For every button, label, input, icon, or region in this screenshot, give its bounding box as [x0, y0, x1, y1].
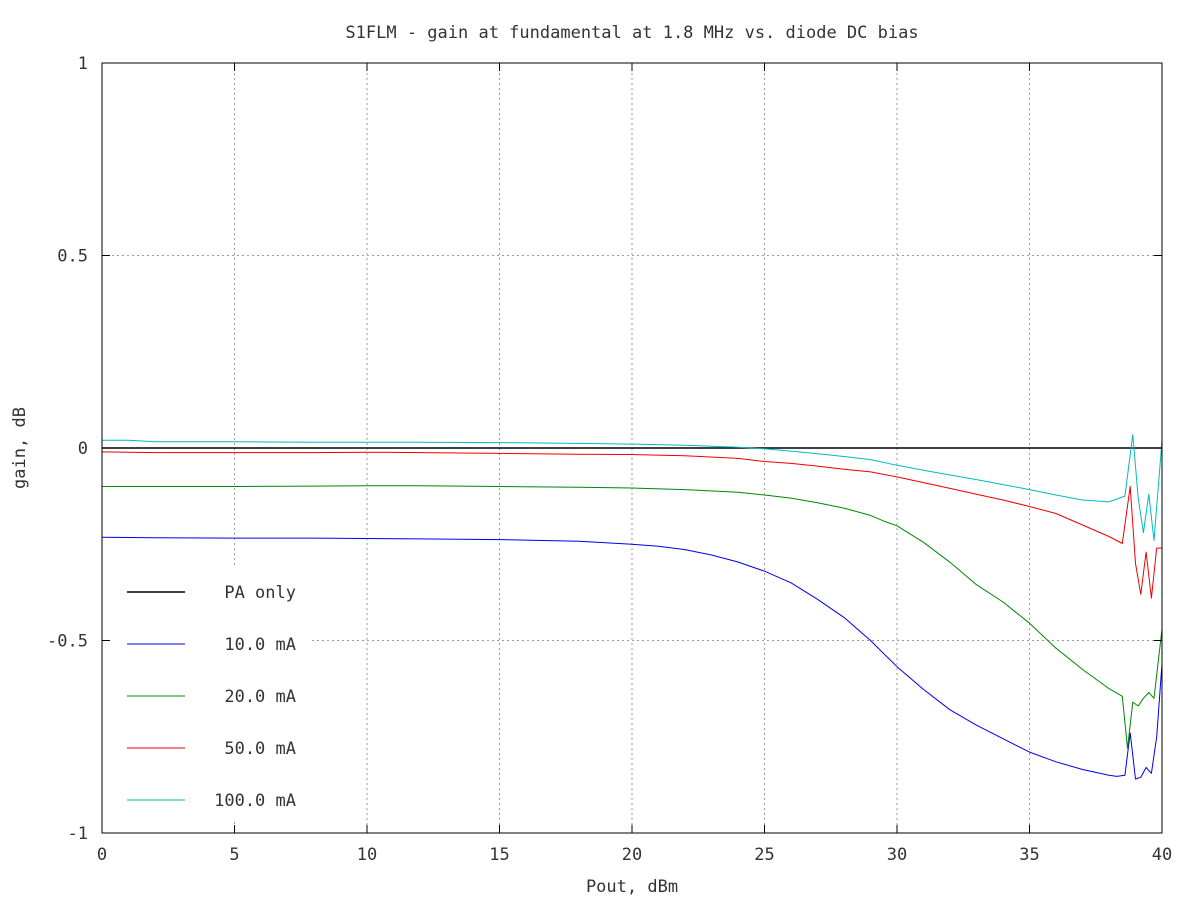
- x-tick-label: 0: [97, 845, 107, 865]
- legend-label-4: 100.0 mA: [214, 791, 296, 811]
- legend-label-3: 50.0 mA: [224, 739, 296, 759]
- x-tick-label: 10: [357, 845, 377, 865]
- x-axis-label: Pout, dBm: [586, 877, 678, 897]
- chart-title: S1FLM - gain at fundamental at 1.8 MHz v…: [345, 23, 918, 43]
- axis-ticks: 0 5 10 15 20 25 30 35 40 1 0.5 0 -0.5 -1: [47, 54, 1172, 865]
- x-tick-label: 30: [887, 845, 907, 865]
- y-tick-label: -1: [68, 824, 88, 844]
- x-tick-label: 35: [1019, 845, 1039, 865]
- y-tick-label: 0: [78, 439, 88, 459]
- series-line-3: [101, 451, 1162, 599]
- x-tick-label: 15: [489, 845, 509, 865]
- series-line-1: [101, 536, 1163, 780]
- legend-label-2: 20.0 mA: [224, 687, 296, 707]
- y-tick-label: 1: [78, 54, 88, 74]
- y-axis-label: gain, dB: [10, 407, 30, 489]
- x-tick-label: 40: [1152, 845, 1172, 865]
- y-tick-label: 0.5: [57, 247, 88, 267]
- x-tick-label: 20: [622, 845, 642, 865]
- legend-label-0: PA only: [224, 583, 296, 603]
- x-tick-label: 5: [229, 845, 239, 865]
- x-tick-label: 25: [754, 845, 774, 865]
- legend: PA only 10.0 mA 20.0 mA 50.0 mA 100.0 mA: [127, 583, 296, 811]
- series-line-4: [102, 434, 1163, 541]
- series-line-2: [102, 485, 1163, 749]
- plot-series: [101, 434, 1163, 780]
- y-tick-label: -0.5: [47, 632, 88, 652]
- legend-label-1: 10.0 mA: [224, 635, 296, 655]
